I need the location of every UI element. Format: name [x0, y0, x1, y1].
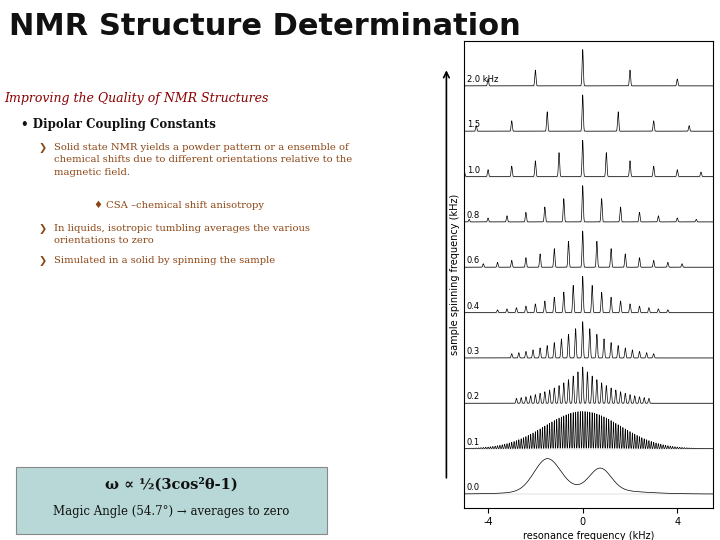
Text: ω ∝ ½(3cos²θ-1): ω ∝ ½(3cos²θ-1)	[105, 478, 238, 492]
Text: ❯: ❯	[39, 224, 47, 234]
X-axis label: resonance frequency (kHz): resonance frequency (kHz)	[523, 531, 654, 540]
Text: 0.0: 0.0	[467, 483, 480, 492]
Text: 0.8: 0.8	[467, 211, 480, 220]
Text: 0.1: 0.1	[467, 438, 480, 447]
Text: 2.0 kHz: 2.0 kHz	[467, 75, 498, 84]
Text: 0.3: 0.3	[467, 347, 480, 356]
Text: ❯: ❯	[39, 143, 47, 153]
Text: Improving the Quality of NMR Structures: Improving the Quality of NMR Structures	[4, 92, 269, 105]
Text: 1.5: 1.5	[467, 120, 480, 130]
Text: Solid state NMR yields a powder pattern or a ensemble of
chemical shifts due to : Solid state NMR yields a powder pattern …	[53, 143, 352, 177]
Text: NMR Structure Determination: NMR Structure Determination	[9, 12, 521, 41]
Text: • Dipolar Coupling Constants: • Dipolar Coupling Constants	[22, 118, 216, 131]
FancyBboxPatch shape	[16, 467, 327, 535]
Text: 0.6: 0.6	[467, 256, 480, 266]
Text: 0.2: 0.2	[467, 393, 480, 401]
Text: ♦ CSA –chemical shift anisotropy: ♦ CSA –chemical shift anisotropy	[94, 201, 264, 210]
Text: Magic Angle (54.7°) → averages to zero: Magic Angle (54.7°) → averages to zero	[53, 505, 289, 518]
Y-axis label: sample spinning frequency (kHz): sample spinning frequency (kHz)	[450, 193, 460, 355]
Text: In liquids, isotropic tumbling averages the various
orientations to zero: In liquids, isotropic tumbling averages …	[53, 224, 310, 245]
Text: 1.0: 1.0	[467, 166, 480, 175]
Text: ❯: ❯	[39, 256, 47, 266]
Text: 0.4: 0.4	[467, 302, 480, 311]
Text: Simulated in a solid by spinning the sample: Simulated in a solid by spinning the sam…	[53, 256, 275, 265]
